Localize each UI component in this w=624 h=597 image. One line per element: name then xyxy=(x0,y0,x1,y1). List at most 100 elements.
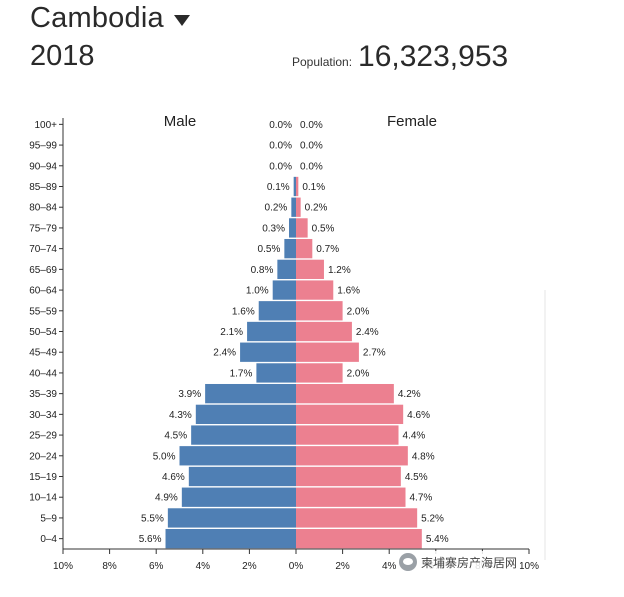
female-bar xyxy=(296,425,399,445)
female-bar xyxy=(296,446,408,466)
age-group-label: 90–94 xyxy=(29,161,57,172)
female-data-label: 1.2% xyxy=(328,265,351,276)
age-group-label: 40–44 xyxy=(29,368,57,379)
female-data-label: 4.7% xyxy=(410,493,433,504)
male-data-label: 5.6% xyxy=(139,534,162,545)
female-data-label: 4.4% xyxy=(403,431,426,442)
female-data-label: 0.0% xyxy=(300,161,323,172)
age-group-label: 25–29 xyxy=(29,431,57,442)
age-group-label: 0–4 xyxy=(40,534,57,545)
x-tick-label: 0% xyxy=(289,561,304,572)
male-bar xyxy=(240,342,296,362)
female-data-label: 5.4% xyxy=(426,534,449,545)
male-bar xyxy=(205,383,296,404)
female-data-label: 2.0% xyxy=(347,368,370,379)
country-selector[interactable]: Cambodia xyxy=(30,2,610,35)
population-label: Population: xyxy=(292,55,353,69)
male-data-label: 4.6% xyxy=(162,472,185,483)
year-label: 2018 xyxy=(30,40,95,72)
male-data-label: 4.5% xyxy=(164,431,187,442)
female-bar xyxy=(296,259,324,280)
male-data-label: 5.0% xyxy=(153,451,176,462)
male-data-label: 1.7% xyxy=(230,368,253,379)
male-data-label: 0.1% xyxy=(267,182,290,193)
age-group-label: 45–49 xyxy=(29,348,57,359)
male-bar xyxy=(165,528,296,549)
x-tick-label: 6% xyxy=(149,561,164,572)
male-data-label: 5.5% xyxy=(141,513,164,524)
female-data-label: 4.8% xyxy=(412,451,435,462)
female-bar xyxy=(296,383,394,404)
male-bar xyxy=(256,363,296,383)
age-group-label: 75–79 xyxy=(29,223,57,234)
age-group-label: 80–84 xyxy=(29,203,57,214)
male-data-label: 0.0% xyxy=(269,141,292,152)
female-bar xyxy=(296,176,299,197)
male-bar xyxy=(289,218,296,238)
female-bar xyxy=(296,280,334,300)
country-name: Cambodia xyxy=(30,2,164,34)
male-data-label: 4.3% xyxy=(169,410,192,421)
female-bar xyxy=(296,342,359,362)
female-data-label: 4.5% xyxy=(405,472,428,483)
population-readout: Population: 16,323,953 xyxy=(292,40,508,74)
female-data-label: 2.7% xyxy=(363,348,386,359)
female-bar xyxy=(296,466,401,487)
male-data-label: 3.9% xyxy=(178,389,201,400)
female-bar xyxy=(296,218,308,238)
male-bar xyxy=(181,487,296,507)
female-bar xyxy=(296,528,422,549)
wechat-icon xyxy=(399,553,417,571)
watermark: 柬埔寨房产海居网 xyxy=(396,551,521,573)
female-data-label: 0.0% xyxy=(300,120,323,131)
female-bar xyxy=(296,404,404,425)
age-group-label: 60–64 xyxy=(29,286,57,297)
age-group-label: 10–14 xyxy=(29,493,57,504)
male-data-label: 0.3% xyxy=(262,223,285,234)
age-group-label: 15–19 xyxy=(29,472,57,483)
age-group-label: 5–9 xyxy=(40,513,57,524)
age-group-label: 30–34 xyxy=(29,410,57,421)
male-data-label: 0.2% xyxy=(265,203,288,214)
male-bar xyxy=(277,259,296,280)
x-tick-label: 10% xyxy=(53,561,73,572)
female-bar xyxy=(296,197,301,217)
female-data-label: 0.5% xyxy=(312,223,335,234)
female-bar xyxy=(296,363,343,383)
age-group-label: 20–24 xyxy=(29,451,57,462)
female-bar xyxy=(296,301,343,321)
x-tick-label: 4% xyxy=(382,561,397,572)
male-series-title: Male xyxy=(164,113,197,130)
female-data-label: 0.0% xyxy=(300,141,323,152)
male-data-label: 1.0% xyxy=(246,286,269,297)
female-data-label: 4.6% xyxy=(407,410,430,421)
male-data-label: 0.0% xyxy=(269,161,292,172)
chevron-down-icon[interactable] xyxy=(173,14,190,26)
female-data-label: 0.2% xyxy=(305,203,328,214)
age-group-label: 95–99 xyxy=(29,141,57,152)
male-bar xyxy=(258,301,296,321)
female-data-label: 0.1% xyxy=(302,182,325,193)
male-bar xyxy=(272,280,296,300)
female-bar xyxy=(296,321,352,342)
male-bar xyxy=(191,425,296,445)
age-group-label: 50–54 xyxy=(29,327,57,338)
male-bar xyxy=(167,508,296,528)
age-group-label: 85–89 xyxy=(29,182,57,193)
male-data-label: 0.0% xyxy=(269,120,292,131)
age-group-label: 55–59 xyxy=(29,306,57,317)
male-bar xyxy=(179,446,296,466)
male-bar xyxy=(247,321,296,342)
x-tick-label: 10% xyxy=(519,561,539,572)
male-data-label: 1.6% xyxy=(232,306,255,317)
x-tick-label: 8% xyxy=(102,561,117,572)
watermark-text: 柬埔寨房产海居网 xyxy=(421,555,518,570)
female-data-label: 2.0% xyxy=(347,306,370,317)
male-data-label: 2.1% xyxy=(220,327,243,338)
population-value: 16,323,953 xyxy=(358,40,509,73)
age-group-label: 70–74 xyxy=(29,244,57,255)
female-bar xyxy=(296,508,418,528)
female-data-label: 2.4% xyxy=(356,327,379,338)
male-bar xyxy=(195,404,296,425)
